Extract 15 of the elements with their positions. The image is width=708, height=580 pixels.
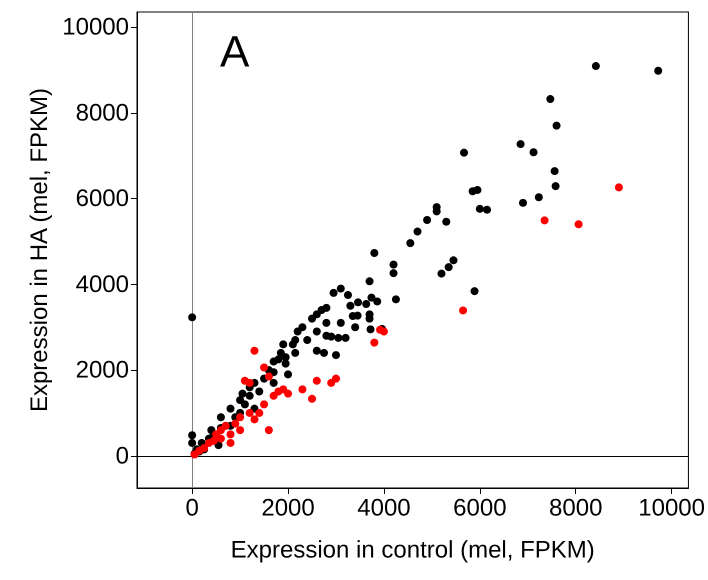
y-tick-label: 6000 xyxy=(76,185,129,212)
y-tick-label: 2000 xyxy=(76,356,129,384)
x-tick-label: 8000 xyxy=(549,494,602,522)
x-axis-title: Expression in control (mel, FPKM) xyxy=(230,536,595,564)
x-tick-label: 4000 xyxy=(357,494,411,522)
x-tick-label: 10000 xyxy=(638,494,706,522)
x-tick-label: 2000 xyxy=(261,494,315,522)
annotation: A xyxy=(220,28,250,76)
y-tick-label: 0 xyxy=(116,442,129,470)
y-tick-label: 10000 xyxy=(62,14,129,41)
y-axis-title: Expression in HA (mel, FPKM) xyxy=(26,88,53,412)
x-tick-label: 0 xyxy=(185,494,199,522)
y-tick-label: 4000 xyxy=(76,270,129,298)
x-tick-label: 6000 xyxy=(453,494,507,522)
y-tick-label: 8000 xyxy=(76,99,129,126)
